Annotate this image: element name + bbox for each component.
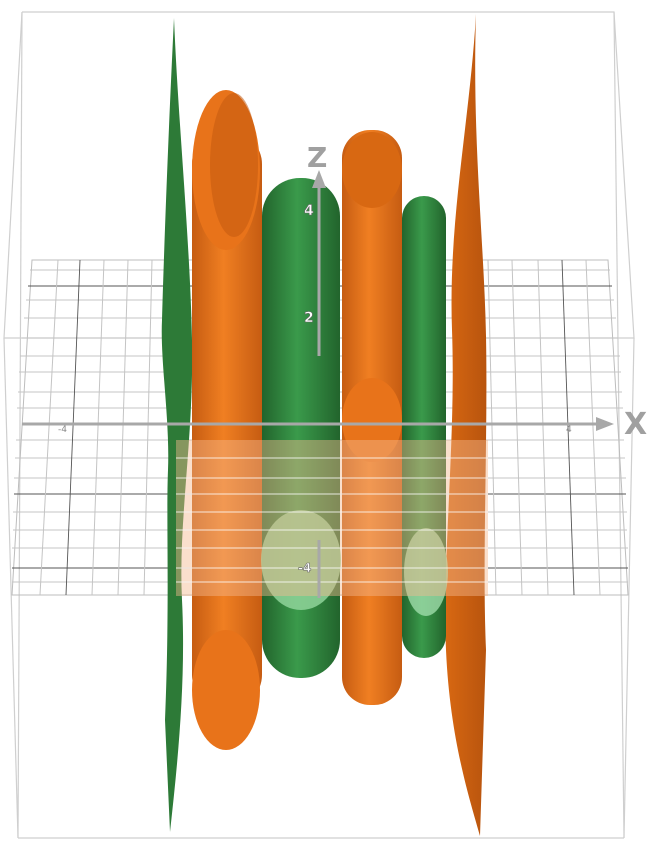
x-axis-label: X [624,407,647,442]
z-tick-label: -4 [298,561,311,575]
z-axis [312,170,326,598]
x-axis-arrow-icon [596,417,614,431]
z-axis-arrow-icon [312,170,326,188]
orange-cylinder-left [192,90,262,750]
green-cylinder-right [402,196,448,658]
z-tick-label: 2 [304,310,314,326]
x-tick-label: -4 [58,425,67,435]
x-axis [22,417,614,431]
z-axis-label: Z [307,141,327,174]
bounding-box [3,11,635,839]
z-tick-label: 4 [304,203,314,219]
orange-cylinder-right [342,130,402,705]
x-tick-label: 4 [566,425,572,435]
plane-tint [176,440,488,596]
grid-overlay [176,457,488,583]
green-cylinder-center [261,178,341,678]
